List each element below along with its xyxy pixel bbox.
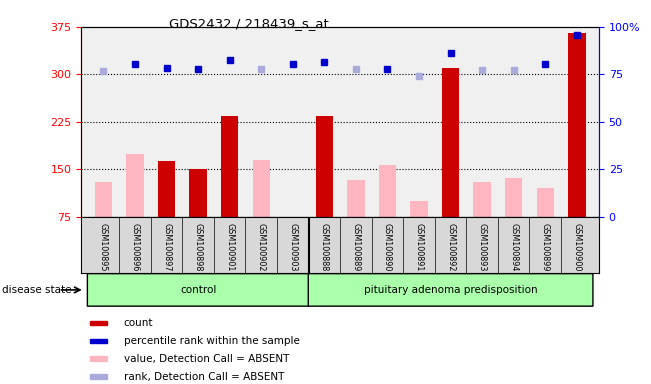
Text: GSM100892: GSM100892 — [446, 223, 455, 271]
Bar — [505, 178, 522, 217]
Text: value, Detection Call = ABSENT: value, Detection Call = ABSENT — [124, 354, 289, 364]
Bar — [568, 33, 585, 217]
Bar — [158, 161, 175, 217]
Text: rank, Detection Call = ABSENT: rank, Detection Call = ABSENT — [124, 371, 284, 382]
Text: count: count — [124, 318, 153, 328]
Bar — [90, 321, 107, 324]
Bar — [95, 182, 112, 217]
Text: GSM100900: GSM100900 — [572, 223, 581, 271]
Bar — [473, 182, 491, 217]
Text: GSM100897: GSM100897 — [162, 223, 171, 271]
Text: GSM100901: GSM100901 — [225, 223, 234, 271]
Text: GSM100902: GSM100902 — [256, 223, 266, 271]
Text: GSM100896: GSM100896 — [130, 223, 139, 271]
Bar — [90, 374, 107, 379]
Bar — [253, 160, 270, 217]
Text: GSM100894: GSM100894 — [509, 223, 518, 271]
Text: GSM100888: GSM100888 — [320, 223, 329, 271]
Text: GSM100903: GSM100903 — [288, 223, 298, 271]
Text: GDS2432 / 218439_s_at: GDS2432 / 218439_s_at — [169, 17, 329, 30]
Bar — [347, 180, 365, 217]
Bar — [410, 201, 428, 217]
Text: GSM100889: GSM100889 — [352, 223, 361, 271]
Bar — [189, 169, 207, 217]
Text: GSM100893: GSM100893 — [478, 223, 487, 271]
Bar — [90, 339, 107, 343]
Bar — [442, 68, 459, 217]
Text: GSM100895: GSM100895 — [99, 223, 108, 271]
Text: control: control — [180, 285, 216, 295]
Text: GSM100899: GSM100899 — [541, 223, 550, 271]
FancyBboxPatch shape — [87, 274, 309, 306]
Text: disease state: disease state — [2, 285, 72, 295]
Text: pituitary adenoma predisposition: pituitary adenoma predisposition — [364, 285, 538, 295]
Text: GSM100898: GSM100898 — [193, 223, 202, 271]
Bar — [379, 165, 396, 217]
Bar — [221, 116, 238, 217]
FancyBboxPatch shape — [309, 274, 593, 306]
Text: GSM100891: GSM100891 — [415, 223, 424, 271]
Bar — [316, 116, 333, 217]
Bar — [536, 189, 554, 217]
Text: percentile rank within the sample: percentile rank within the sample — [124, 336, 299, 346]
Text: GSM100890: GSM100890 — [383, 223, 392, 271]
Bar — [90, 356, 107, 361]
Bar — [126, 154, 144, 217]
